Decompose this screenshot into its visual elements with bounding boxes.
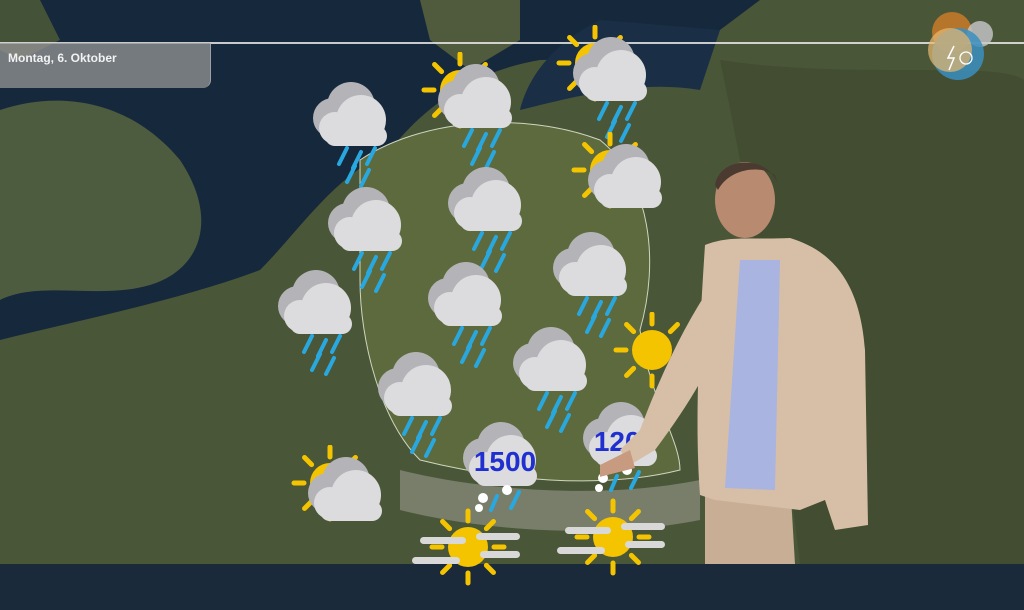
land-alps <box>400 470 700 531</box>
presenter-shirt <box>725 260 780 490</box>
header-divider <box>0 42 1024 44</box>
weather-symbol-sun-cloud-rain-icon <box>420 51 540 177</box>
weather-symbol-rain-icon <box>430 155 550 280</box>
land-scandinavia <box>420 0 520 70</box>
weather-logo-icon <box>928 12 993 80</box>
weather-symbol-rain-icon <box>360 340 480 465</box>
presenter-hand <box>600 450 635 477</box>
weather-symbol-rain-icon <box>495 315 615 440</box>
date-label: Montag, 6. Oktober <box>8 51 117 65</box>
presenter-hair <box>715 162 778 190</box>
weather-symbol-snow-rain-icon: 1500 <box>445 410 565 535</box>
weather-symbol-sun-cloud-rain-icon <box>555 24 675 150</box>
weather-symbol-rain-icon <box>260 258 380 383</box>
weather-symbol-rain-icon <box>535 220 655 345</box>
date-banner: Montag, 6. Oktober <box>0 43 211 88</box>
weather-symbol-sun-cloud-icon <box>570 131 690 257</box>
weather-presenter <box>600 162 868 564</box>
weather-symbol-sun-fog-icon <box>555 475 675 600</box>
snowline-altitude-label: 1500 <box>473 446 537 477</box>
weather-symbol-rain-icon <box>310 175 430 300</box>
presenter-jacket <box>697 238 868 530</box>
presenter-arm <box>620 280 725 465</box>
land-britain <box>0 100 202 301</box>
weather-symbol-sun-cloud-icon <box>290 444 410 570</box>
presenter-head <box>715 162 775 238</box>
weather-symbol-rain-icon <box>410 250 530 375</box>
weather-symbol-sun-fog-icon <box>410 485 530 610</box>
weather-symbol-rain-icon <box>295 70 415 195</box>
